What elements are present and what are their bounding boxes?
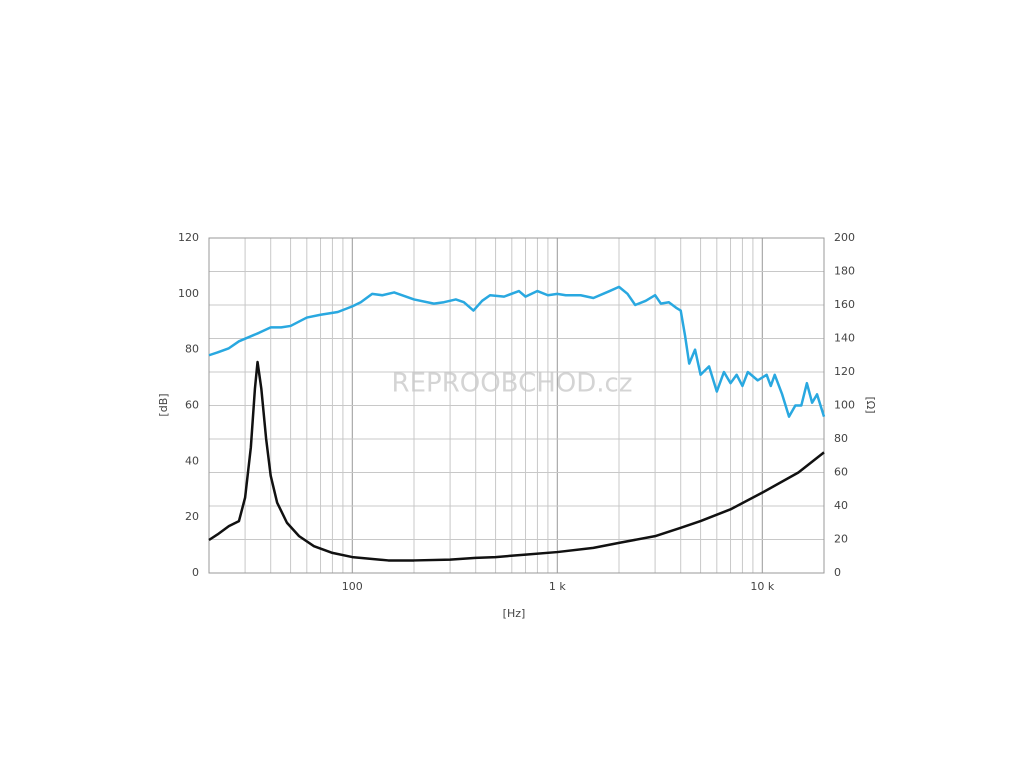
y2-tick-label: 100 [834, 399, 855, 412]
y2-tick-label: 160 [834, 298, 855, 311]
x-tick-label: 1 k [549, 580, 566, 593]
y2-tick-label: 20 [834, 533, 848, 546]
y-tick-label: 60 [185, 399, 199, 412]
y2-tick-label: 0 [834, 566, 841, 579]
series-line [208, 285, 826, 418]
y2-tick-label: 60 [834, 466, 848, 479]
plot-frame [208, 237, 825, 574]
x-tick-label: 100 [342, 580, 363, 593]
y2-tick-label: 180 [834, 265, 855, 278]
y2-tick-label: 80 [834, 432, 848, 445]
series-line [208, 360, 825, 562]
y-tick-label: 80 [185, 343, 199, 356]
x-axis-label: [Hz] [503, 607, 526, 620]
y-axis-label: [dB] [157, 393, 170, 416]
y-tick-label: 120 [178, 231, 199, 244]
x-tick-label: 10 k [750, 580, 774, 593]
y-tick-label: 100 [178, 287, 199, 300]
y2-tick-label: 120 [834, 365, 855, 378]
y-tick-label: 40 [185, 454, 199, 467]
y-tick-label: 0 [192, 566, 199, 579]
y2-tick-label: 40 [834, 499, 848, 512]
y2-axis-label: [Ω] [864, 397, 877, 414]
y-tick-label: 20 [185, 510, 199, 523]
y2-tick-label: 200 [834, 231, 855, 244]
y2-tick-label: 140 [834, 332, 855, 345]
